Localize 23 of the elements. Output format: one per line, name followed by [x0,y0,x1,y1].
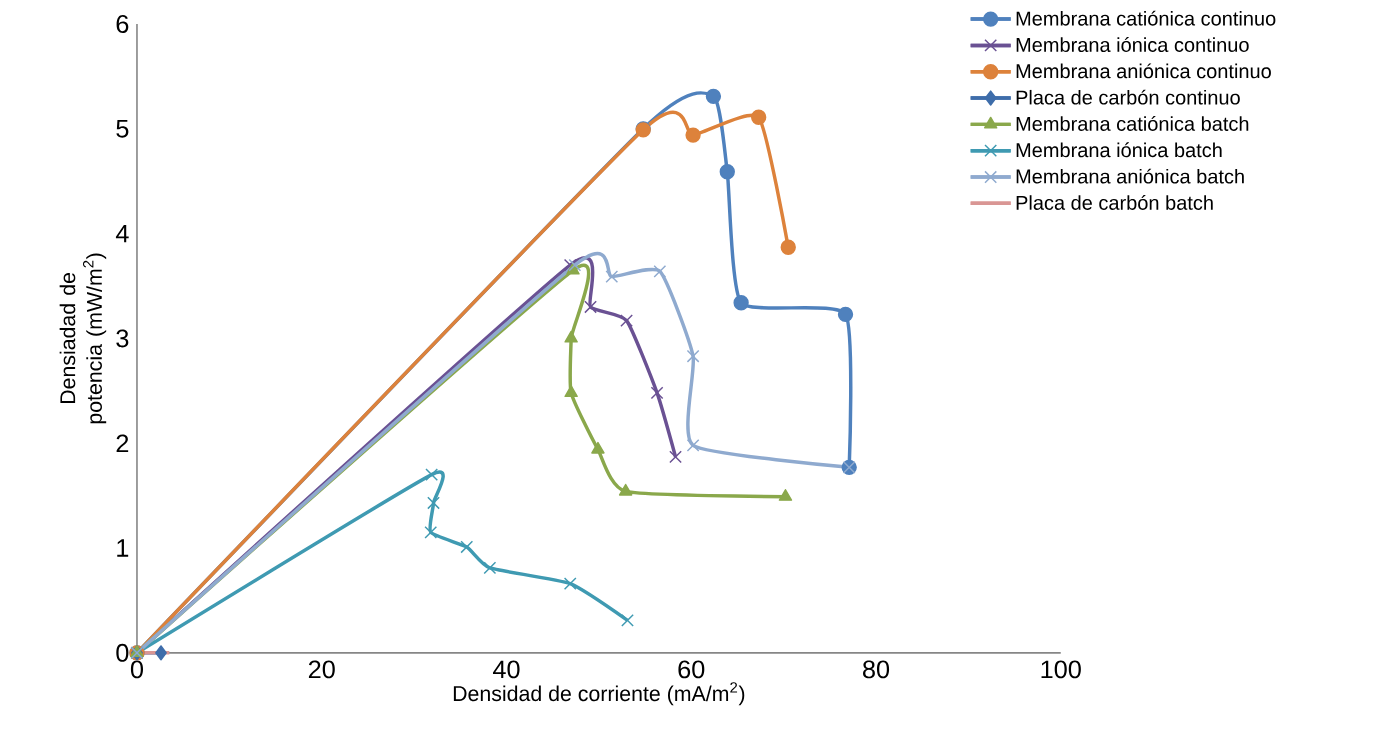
legend-label: Placa de carbón continuo [1016,89,1240,105]
legend-label: Placa de carbón batch [1016,195,1213,210]
y-tick-label: 6 [116,15,129,34]
y-tick-label: 1 [117,539,129,557]
legend-label: Membrana iónica batch [1016,142,1222,158]
y-tick-label: 0 [116,643,129,662]
x-tick-label: 80 [863,660,890,679]
y-tick-label: 5 [116,120,129,138]
x-tick-label: 20 [308,660,335,679]
x-tick-label: 40 [492,660,520,679]
x-tick-label: 60 [678,660,705,679]
legend-label: Membrana iónica continuo [1016,37,1249,53]
y-tick-label: 2 [116,434,129,453]
y-tick-label: 3 [116,329,129,348]
legend-label: Membrana aniónica continuo [1016,63,1271,79]
x-axis-title: Densidad de corriente (mA/m$^{2}$) [453,682,745,706]
x-tick-label: 100 [1041,660,1081,679]
legend-label: Membrana catiónica batch [1016,116,1249,132]
legend-label: Membrana aniónica batch [1016,168,1244,184]
y-tick-label: 4 [115,225,129,243]
y-axis-title: Densiadad de potencia (mW/m$^{2}$) [59,253,107,424]
x-tick-label: 0 [130,660,144,679]
legend-label: Membrana catiónica continuo [1016,10,1276,26]
